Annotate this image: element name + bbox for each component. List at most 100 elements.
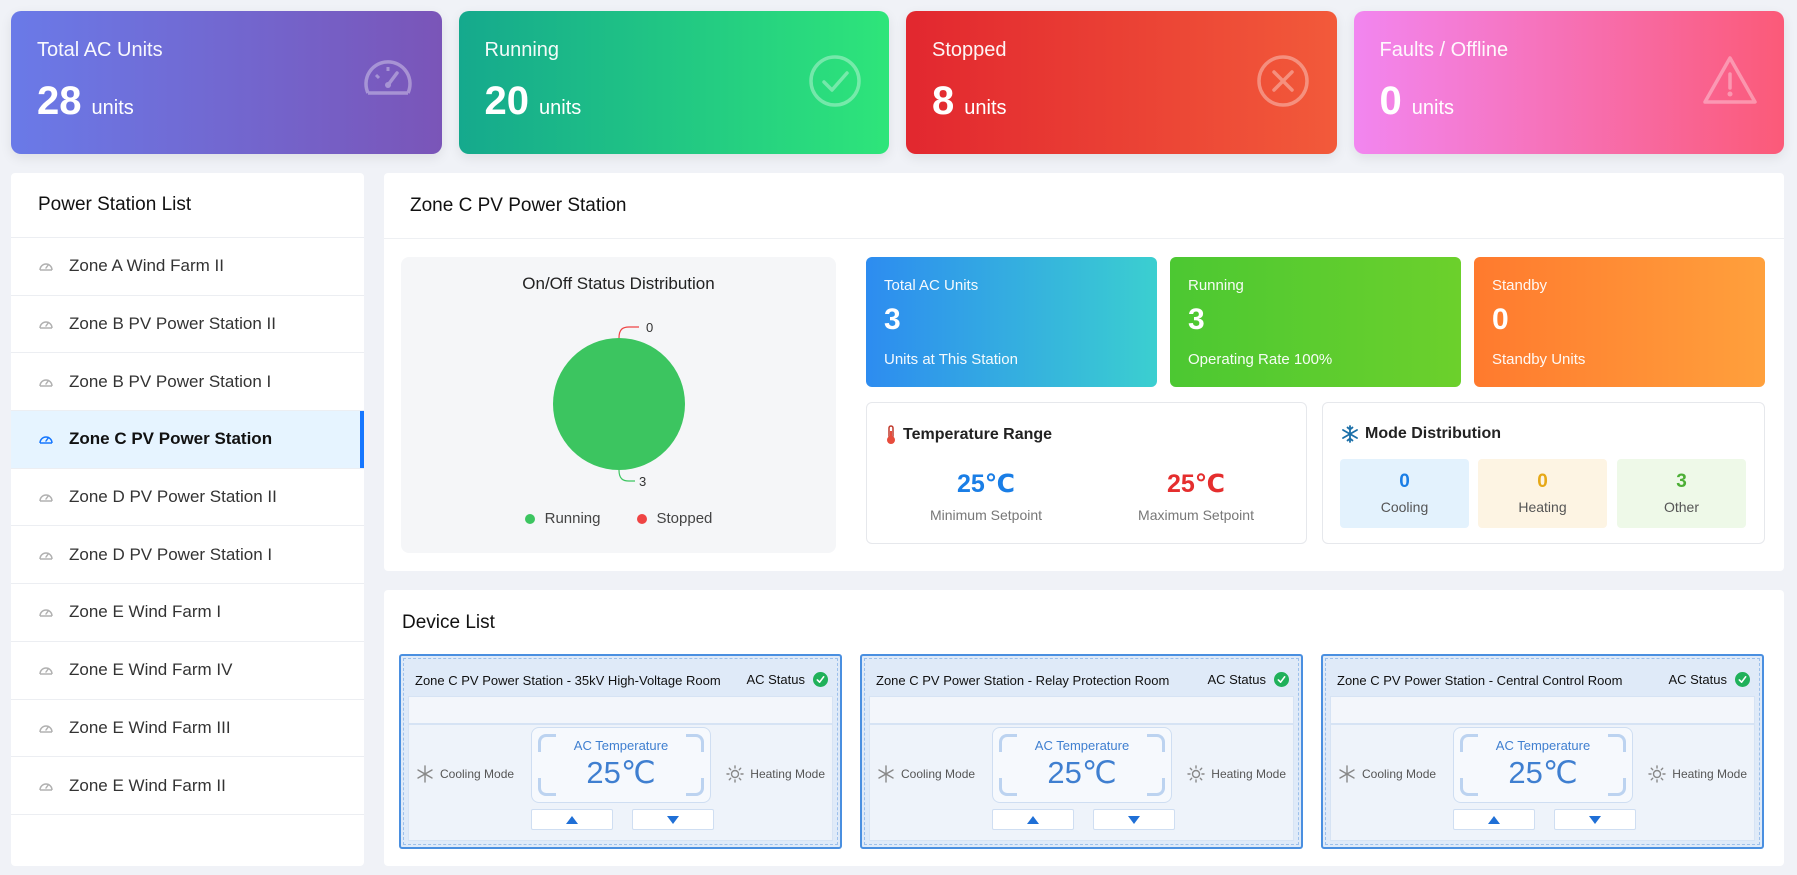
- cooling-mode-button[interactable]: Cooling Mode: [416, 765, 514, 783]
- sidebar-item-station[interactable]: Zone D PV Power Station I: [11, 526, 364, 585]
- warning-icon: [1703, 56, 1757, 104]
- sidebar-item-label: Zone B PV Power Station II: [69, 314, 276, 334]
- kpi-title: Stopped: [932, 39, 1007, 61]
- min-setpoint-label: Minimum Setpoint: [929, 507, 1043, 523]
- device-strip: [408, 696, 833, 724]
- sidebar-item-station[interactable]: Zone B PV Power Station II: [11, 296, 364, 354]
- device-card: Zone C PV Power Station - Relay Protecti…: [860, 654, 1303, 849]
- snowflake-icon: [417, 765, 433, 783]
- snowflake-icon: [1342, 425, 1358, 443]
- mode-count: 0: [1399, 471, 1410, 492]
- device-controls: Cooling Mode AC Temperature 25℃ Heating Mod…: [408, 724, 833, 841]
- legend-item-stopped[interactable]: Stopped: [636, 510, 713, 527]
- heating-mode-button[interactable]: Heating Mode: [1648, 765, 1747, 783]
- triangle-down-icon: [1589, 815, 1601, 824]
- sidebar-item-station[interactable]: Zone D PV Power Station II: [11, 469, 364, 527]
- sidebar-item-station[interactable]: Zone E Wind Farm III: [11, 700, 364, 758]
- legend-label: Stopped: [656, 510, 713, 527]
- temperature-up-button[interactable]: [992, 809, 1074, 830]
- device-name: Zone C PV Power Station - 35kV High-Volt…: [415, 673, 721, 688]
- kpi-unit: units: [1411, 97, 1454, 119]
- card-subtitle: Units at This Station: [884, 351, 1018, 368]
- ac-temperature-value: 25℃: [586, 755, 656, 790]
- kpi-unit: units: [539, 97, 582, 119]
- mode-count: 0: [1537, 471, 1548, 492]
- sidebar-title: Power Station List: [11, 173, 364, 238]
- dial-corner: [538, 734, 556, 752]
- cooling-mode-button[interactable]: Cooling Mode: [1338, 765, 1436, 783]
- leader-line: [618, 469, 635, 482]
- sidebar-item-label: Zone D PV Power Station I: [69, 544, 273, 564]
- min-setpoint: 25℃ Minimum Setpoint: [886, 469, 1086, 523]
- kpi-unit: units: [91, 97, 134, 119]
- triangle-down-icon: [667, 815, 679, 824]
- gauge-icon: [363, 60, 412, 95]
- status-check-icon: [1274, 672, 1289, 687]
- mode-tile-cooling: 0 Cooling: [1340, 459, 1469, 528]
- mode-distribution-title: Mode Distribution: [1365, 425, 1501, 442]
- temperature-up-button[interactable]: [531, 809, 613, 830]
- device-name: Zone C PV Power Station - Central Contro…: [1337, 673, 1623, 688]
- station-title: Zone C PV Power Station: [384, 173, 1784, 239]
- kpi-number: 0: [1379, 79, 1402, 123]
- ac-temperature-label: AC Temperature: [1495, 738, 1591, 753]
- device-strip: [1330, 696, 1755, 724]
- cooling-mode-button[interactable]: Cooling Mode: [877, 765, 975, 783]
- heating-mode-button[interactable]: Heating Mode: [726, 765, 825, 783]
- station-standby-card: Standby 0 Standby Units: [1474, 257, 1765, 387]
- sun-icon: [1187, 765, 1205, 783]
- heating-mode-label: Heating Mode: [750, 767, 825, 781]
- max-setpoint-label: Maximum Setpoint: [1138, 507, 1254, 523]
- sidebar-item-label: Zone E Wind Farm I: [69, 602, 222, 622]
- kpi-value: 20 units: [485, 79, 582, 124]
- mode-tile-heating: 0 Heating: [1478, 459, 1607, 528]
- triangle-up-icon: [566, 815, 578, 824]
- sidebar-item-label: Zone B PV Power Station I: [69, 371, 272, 391]
- kpi-number: 20: [484, 79, 530, 123]
- cooling-mode-label: Cooling Mode: [1362, 767, 1437, 781]
- ac-temperature-value: 25℃: [1508, 755, 1578, 790]
- card-title: Standby: [1492, 277, 1548, 294]
- temperature-up-button[interactable]: [1453, 809, 1535, 830]
- temperature-down-button[interactable]: [1093, 809, 1175, 830]
- cooling-mode-label: Cooling Mode: [901, 767, 976, 781]
- heating-mode-button[interactable]: Heating Mode: [1187, 765, 1286, 783]
- mode-label: Other: [1663, 499, 1699, 515]
- sidebar-item-label: Zone D PV Power Station II: [69, 487, 277, 507]
- temperature-display: AC Temperature 25℃: [992, 727, 1172, 803]
- legend-dot-stopped: [636, 513, 647, 524]
- max-setpoint-value: 25℃: [1166, 470, 1226, 498]
- sidebar-item-label: Zone E Wind Farm III: [69, 717, 231, 737]
- sidebar-item-station[interactable]: Zone E Wind Farm I: [11, 584, 364, 642]
- sidebar-item-station[interactable]: Zone E Wind Farm IV: [11, 642, 364, 700]
- dial-corner: [1460, 734, 1478, 752]
- temperature-down-button[interactable]: [632, 809, 714, 830]
- ac-temperature-value: 25℃: [1047, 755, 1117, 790]
- dial-corner: [1460, 778, 1478, 796]
- temperature-down-button[interactable]: [1554, 809, 1636, 830]
- sidebar-item-station[interactable]: Zone B PV Power Station I: [11, 353, 364, 412]
- pie-slice-running[interactable]: [553, 338, 685, 470]
- sun-icon: [1648, 765, 1666, 783]
- kpi-card-faults: Faults / Offline 0 units: [1353, 11, 1784, 154]
- mode-count: 3: [1676, 471, 1687, 492]
- kpi-value: 28 units: [37, 79, 134, 124]
- legend-label: Running: [544, 510, 601, 527]
- kpi-title: Faults / Offline: [1379, 39, 1509, 61]
- sidebar-item-station[interactable]: Zone C PV Power Station: [11, 411, 364, 469]
- sidebar-item-label: Zone E Wind Farm IV: [69, 660, 233, 680]
- legend-item-running[interactable]: Running: [524, 510, 601, 527]
- x-circle-icon: [1256, 55, 1309, 107]
- dashboard-icon: [39, 609, 53, 618]
- leader-line: [618, 326, 639, 339]
- kpi-card-stopped: Stopped 8 units: [906, 11, 1337, 154]
- sidebar-item-station[interactable]: Zone E Wind Farm II: [11, 757, 364, 815]
- check-circle-icon: [809, 55, 861, 107]
- dial-corner: [1608, 778, 1626, 796]
- triangle-up-icon: [1027, 815, 1039, 824]
- min-setpoint-value: 25℃: [956, 470, 1016, 498]
- mode-tile-other: 3 Other: [1617, 459, 1746, 528]
- sidebar-item-station[interactable]: Zone A Wind Farm II: [11, 238, 364, 296]
- dial-corner: [1608, 734, 1626, 752]
